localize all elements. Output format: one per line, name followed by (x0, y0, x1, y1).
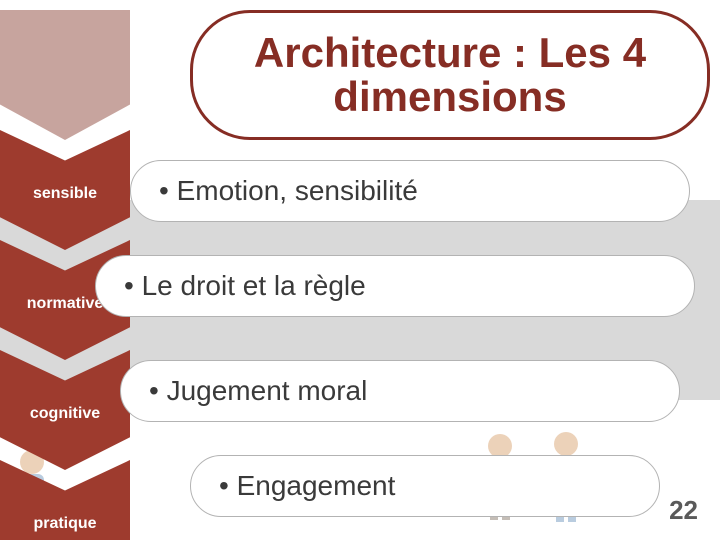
chevron-label-3: cognitive (0, 405, 130, 423)
chevron-shape (0, 10, 130, 140)
content-text-2: • Le droit et la règle (124, 270, 366, 302)
slide-title: Architecture : Les 4 dimensions (211, 31, 689, 119)
slide: Architecture : Les 4 dimensions sensible… (0, 0, 720, 540)
chevron-stub-top (0, 10, 130, 140)
slide-title-pill: Architecture : Les 4 dimensions (190, 10, 710, 140)
content-text-3: • Jugement moral (149, 375, 367, 407)
content-pill-4: • Engagement (190, 455, 660, 517)
content-pill-1: • Emotion, sensibilité (130, 160, 690, 222)
content-pill-3: • Jugement moral (120, 360, 680, 422)
chevron-label-4: pratique (0, 515, 130, 533)
chevron-label-1: sensible (0, 185, 130, 203)
chevron-item-1: sensible (0, 130, 130, 250)
chevron-item-4: pratique (0, 460, 130, 540)
content-pill-2: • Le droit et la règle (95, 255, 695, 317)
chevron-item-3: cognitive (0, 350, 130, 470)
content-text-4: • Engagement (219, 470, 395, 502)
content-text-1: • Emotion, sensibilité (159, 175, 418, 207)
page-number: 22 (669, 495, 698, 526)
